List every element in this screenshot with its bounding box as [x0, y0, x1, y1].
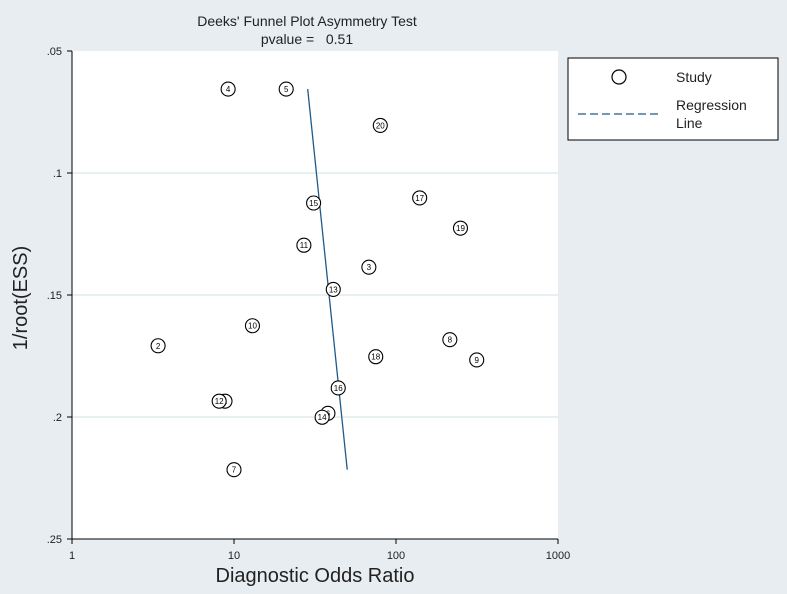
x-tick-label: 1000 [546, 550, 570, 562]
study-label: 3 [367, 263, 372, 272]
study-label: 18 [371, 353, 380, 362]
study-point-2: 2 [150, 338, 166, 354]
y-tick-label: .05 [47, 46, 62, 58]
study-point-8: 8 [442, 332, 458, 348]
study-marker [244, 318, 261, 334]
study-marker [469, 352, 485, 368]
study-marker [325, 281, 341, 297]
study-point-17: 17 [412, 190, 428, 206]
study-label: 17 [415, 194, 424, 203]
study-point-3: 3 [361, 259, 377, 275]
study-label: 7 [232, 466, 237, 475]
regression-line [307, 88, 348, 470]
study-marker [226, 462, 242, 478]
study-point-14: 14 [314, 409, 330, 425]
y-tick-label: .1 [53, 168, 62, 180]
study-point-13: 13 [325, 281, 341, 297]
legend-regression-label-line2: Line [676, 115, 703, 131]
y-axis-label: 1/root(ESS) [10, 246, 32, 350]
chart-subtitle: pvalue = 0.51 [261, 31, 353, 47]
study-label: 4 [226, 85, 231, 94]
y-tick-label: .25 [47, 534, 62, 546]
study-label: 15 [309, 199, 318, 208]
study-marker [220, 81, 236, 97]
chart-title: Deeks' Funnel Plot Asymmetry Test [197, 13, 417, 29]
study-label: 14 [318, 413, 327, 422]
study-point-10: 10 [244, 318, 261, 334]
study-marker [150, 338, 166, 354]
study-marker [296, 237, 312, 253]
legend: Study Regression Line [567, 57, 779, 141]
study-point-5: 5 [278, 81, 294, 97]
study-marker [278, 81, 294, 97]
study-label: 8 [448, 336, 453, 345]
legend-box [567, 57, 779, 141]
study-label: 12 [215, 397, 224, 406]
study-point-11: 11 [296, 237, 312, 253]
study-marker [314, 409, 330, 425]
study-marker [361, 259, 377, 275]
study-point-15: 15 [306, 195, 322, 211]
study-marker [372, 117, 388, 133]
x-tick-label: 100 [387, 550, 405, 562]
x-tick-label: 10 [228, 550, 240, 562]
study-point-9: 9 [469, 352, 485, 368]
x-tick-label: 1 [69, 550, 75, 562]
study-label: 16 [334, 384, 343, 393]
study-marker [368, 349, 384, 365]
study-label: 9 [474, 356, 479, 365]
study-point-18: 18 [368, 349, 384, 365]
legend-study-label: Study [676, 69, 712, 85]
study-label: 11 [300, 241, 309, 250]
legend-study-marker [611, 69, 627, 85]
study-point-4: 4 [220, 81, 236, 97]
study-point-20: 20 [372, 117, 388, 133]
study-label: 10 [248, 322, 257, 331]
study-label: 20 [376, 121, 385, 130]
study-marker [442, 332, 458, 348]
study-marker [211, 393, 227, 409]
y-tick-label: .2 [53, 412, 62, 424]
study-marker [412, 190, 428, 206]
study-marker [306, 195, 322, 211]
study-point-19: 19 [452, 220, 469, 236]
study-label: 5 [284, 85, 289, 94]
study-points: 1234567891011121314151617181920 [150, 81, 485, 478]
legend-regression-label-line1: Regression [676, 97, 747, 113]
y-tick-label: .15 [47, 290, 62, 302]
study-label: 2 [156, 342, 161, 351]
study-label: 13 [329, 285, 338, 294]
study-point-7: 7 [226, 462, 242, 478]
study-marker [452, 220, 469, 236]
study-point-12: 12 [211, 393, 227, 409]
study-marker [330, 380, 346, 396]
x-axis-label: Diagnostic Odds Ratio [216, 565, 415, 587]
study-point-16: 16 [330, 380, 346, 396]
axis-ticks: .05 .1 .15 .2 .25 1 10 100 1000 [47, 46, 571, 562]
study-label: 19 [456, 224, 465, 233]
